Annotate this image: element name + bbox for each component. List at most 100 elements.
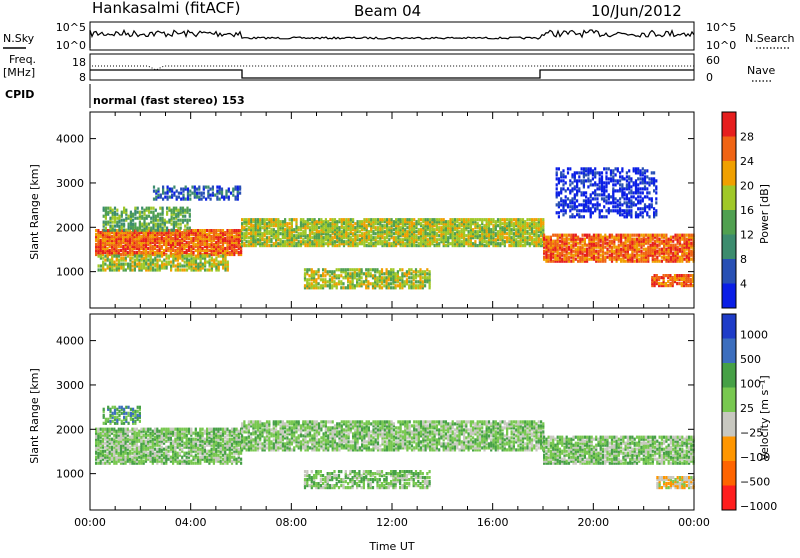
data-cell (361, 276, 363, 279)
data-cell (384, 224, 386, 227)
data-cell (167, 196, 169, 199)
data-cell (333, 270, 335, 273)
data-cell (136, 263, 138, 266)
data-cell (655, 191, 657, 194)
data-cell (180, 188, 182, 191)
data-cell (268, 230, 270, 233)
data-cell (229, 229, 231, 232)
data-cell (574, 193, 576, 196)
data-cell (350, 236, 352, 239)
data-cell (569, 189, 571, 192)
data-cell (613, 236, 615, 239)
data-cell (250, 218, 252, 221)
data-cell (137, 211, 139, 214)
data-cell (548, 254, 550, 257)
data-cell (633, 167, 635, 170)
data-cell (542, 218, 544, 221)
data-cell (583, 167, 585, 170)
data-cell (122, 245, 124, 248)
data-cell (340, 274, 342, 277)
data-cell (672, 252, 674, 255)
data-cell (268, 218, 270, 221)
data-cell (581, 171, 583, 174)
data-cell (132, 223, 134, 226)
data-cell (578, 179, 580, 182)
data-cell (438, 226, 440, 229)
data-cell (409, 218, 411, 221)
data-cell (139, 211, 141, 214)
data-cell (393, 236, 395, 239)
data-cell (624, 215, 626, 218)
data-cell (318, 286, 320, 289)
data-cell (479, 234, 481, 237)
data-cell (570, 260, 572, 263)
data-cell (594, 203, 596, 206)
data-cell (628, 205, 630, 208)
data-cell (567, 203, 569, 206)
data-cell (577, 246, 579, 249)
data-cell (171, 209, 173, 212)
data-cell (352, 232, 354, 235)
data-cell (594, 197, 596, 200)
data-cell (123, 257, 125, 260)
data-cell (404, 228, 406, 231)
data-cell (148, 207, 150, 210)
data-cell (219, 186, 221, 189)
data-cell (377, 218, 379, 221)
data-cell (388, 282, 390, 285)
data-cell (325, 242, 327, 245)
data-cell (626, 179, 628, 182)
data-cell (95, 229, 97, 232)
data-cell (146, 215, 148, 218)
data-cell (175, 207, 177, 210)
data-cell (180, 219, 182, 222)
data-cell (311, 218, 313, 221)
data-cell (646, 205, 648, 208)
data-cell (121, 223, 123, 226)
data-cell (636, 234, 638, 237)
data-cell (631, 238, 633, 241)
data-cell (304, 284, 306, 287)
data-cell (583, 191, 585, 194)
data-cell (651, 276, 653, 279)
data-cell (548, 236, 550, 239)
data-cell (679, 248, 681, 251)
data-cell (308, 268, 310, 271)
data-cell (686, 252, 688, 255)
data-cell (672, 244, 674, 247)
data-cell (585, 199, 587, 202)
data-cell (642, 197, 644, 200)
data-cell (556, 167, 558, 170)
data-cell (345, 218, 347, 221)
data-cell (282, 240, 284, 243)
data-cell (137, 217, 139, 220)
data-cell (216, 186, 218, 189)
data-cell (595, 242, 597, 245)
data-cell (504, 236, 506, 239)
data-cell (336, 268, 338, 271)
data-cell (679, 234, 681, 237)
data-cell (658, 282, 660, 285)
data-cell (619, 187, 621, 190)
data-cell (456, 218, 458, 221)
data-cell (293, 218, 295, 221)
data-cell (620, 234, 622, 237)
data-cell (177, 255, 179, 258)
data-cell (238, 251, 240, 254)
data-cell (550, 236, 552, 239)
data-cell (116, 209, 118, 212)
data-cell (608, 181, 610, 184)
data-cell (613, 256, 615, 259)
data-cell (112, 209, 114, 212)
data-cell (626, 209, 628, 212)
data-cell (560, 209, 562, 212)
data-cell (646, 181, 648, 184)
data-cell (220, 245, 222, 248)
data-cell (427, 238, 429, 241)
data-cell (222, 229, 224, 232)
data-cell (486, 218, 488, 221)
data-cell (248, 232, 250, 235)
data-cell (282, 220, 284, 223)
data-cell (440, 218, 442, 221)
data-cell (308, 274, 310, 277)
